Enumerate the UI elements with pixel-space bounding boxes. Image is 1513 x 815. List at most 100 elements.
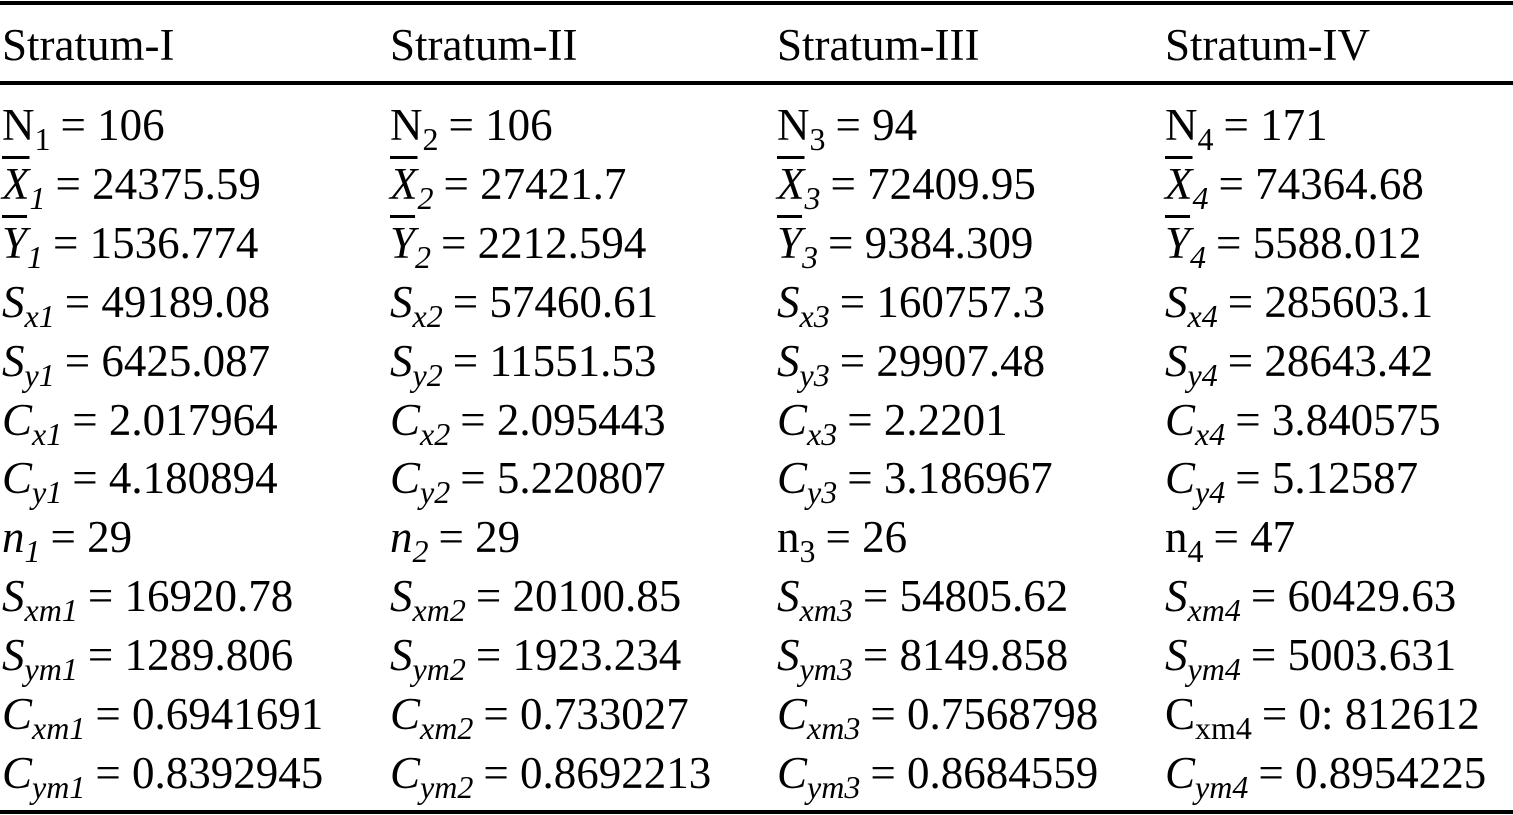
value: = 94 — [835, 100, 918, 150]
value: = 160757.3 — [839, 276, 1046, 327]
table-cell: Sx4 = 285603.1 — [1165, 276, 1434, 334]
subscript: y4 — [1187, 356, 1218, 393]
table-cell: Cy2 = 5.220807 — [390, 453, 666, 511]
subscript: x1 — [32, 415, 63, 452]
symbol: C — [777, 689, 808, 739]
value: = 0.8692213 — [483, 747, 712, 798]
symbol: C — [2, 394, 33, 445]
table-cell: Sy4 = 28643.42 — [1165, 335, 1434, 393]
subscript: y3 — [799, 356, 830, 393]
table-cell: Sy1 = 6425.087 — [2, 335, 271, 393]
value: = 28643.42 — [1227, 335, 1434, 386]
table-cell: Cym4 = 0.8954225 — [1165, 747, 1486, 805]
symbol: S — [2, 335, 25, 386]
symbol: S — [777, 571, 800, 622]
subscript: ym3 — [807, 768, 861, 805]
subscript: y2 — [412, 356, 443, 393]
subscript: xm2 — [412, 592, 466, 629]
subscript: ym4 — [1195, 768, 1249, 805]
subscript: 2 — [415, 238, 432, 275]
symbol: X — [390, 158, 418, 209]
value: = 285603.1 — [1227, 276, 1434, 327]
value: = 11551.53 — [452, 335, 657, 386]
value: = 2.2201 — [847, 394, 1008, 445]
symbol: n — [390, 512, 413, 563]
table-cell: Cy4 = 5.12587 — [1165, 453, 1418, 511]
table-cell: Sx2 = 57460.61 — [390, 276, 658, 334]
table-cell: Cxm4 = 0: 812612 — [1165, 689, 1480, 746]
symbol: C — [2, 689, 33, 739]
symbol: C — [2, 747, 33, 798]
symbol: X — [777, 158, 805, 209]
table-cell: N1 = 106 — [2, 100, 165, 157]
value: = 5003.631 — [1250, 630, 1457, 681]
symbol: n — [2, 512, 25, 563]
value: = 49189.08 — [64, 276, 271, 327]
subscript: 3 — [802, 238, 819, 275]
symbol: S — [390, 571, 413, 622]
bottom-rule — [0, 810, 1513, 814]
subscript: y2 — [420, 474, 451, 511]
symbol: X — [2, 158, 30, 209]
value: = 2.095443 — [460, 394, 666, 445]
value: = 26 — [825, 512, 908, 563]
subscript: 1 — [34, 121, 51, 157]
subscript: xm1 — [32, 710, 86, 746]
subscript: 3 — [804, 179, 821, 216]
subscript: 3 — [809, 121, 826, 157]
table-cell: Sym1 = 1289.806 — [2, 630, 294, 687]
symbol: n — [777, 512, 800, 563]
symbol: X — [1165, 158, 1193, 209]
column-header: Stratum-III — [777, 20, 980, 70]
table-cell: Sy3 = 29907.48 — [777, 336, 1045, 393]
subscript: 1 — [29, 179, 46, 216]
symbol: C — [1165, 747, 1196, 798]
value: = 0.8392945 — [95, 747, 324, 798]
symbol: S — [2, 571, 25, 622]
table-cell: X2 = 27421.7 — [390, 158, 627, 216]
column-header: Stratum-IV — [1165, 20, 1370, 70]
symbol: Y — [777, 217, 803, 268]
table-cell: n4 = 47 — [1165, 512, 1295, 569]
subscript: ym2 — [420, 768, 474, 805]
symbol: Y — [390, 217, 416, 268]
table-cell: Cym1 = 0.8392945 — [2, 747, 324, 805]
table-cell: N4 = 171 — [1165, 100, 1328, 157]
symbol: C — [777, 747, 808, 798]
table-cell: Cym3 = 0.8684559 — [777, 747, 1098, 805]
value: = 5588.012 — [1216, 217, 1422, 268]
symbol: N — [1165, 100, 1198, 150]
symbol: N — [777, 100, 810, 150]
table-cell: N3 = 94 — [777, 100, 918, 157]
subscript: ym3 — [799, 651, 853, 688]
table-cell: X4 = 74364.68 — [1165, 158, 1424, 216]
subscript: xm2 — [420, 710, 474, 746]
value: = 5.220807 — [460, 453, 666, 504]
value: = 2.017964 — [72, 394, 278, 445]
symbol: C — [777, 453, 808, 504]
table-cell: Y3 = 9384.309 — [777, 217, 1033, 275]
value: = 3.186967 — [847, 453, 1053, 504]
symbol: Y — [1165, 217, 1191, 268]
value: = 1289.806 — [87, 630, 294, 681]
column-header: Stratum-I — [2, 20, 175, 70]
value: = 106 — [60, 100, 165, 150]
table-cell: Cxm2 = 0.733027 — [390, 689, 689, 746]
table-cell: Sxm2 = 20100.85 — [390, 571, 681, 629]
table-cell: Y4 = 5588.012 — [1165, 217, 1422, 275]
value: = 6425.087 — [64, 335, 271, 386]
symbol: C — [2, 453, 33, 504]
table-cell: Sym3 = 8149.858 — [777, 630, 1068, 688]
subscript: y4 — [1195, 474, 1226, 511]
value: = 24375.59 — [55, 158, 261, 209]
subscript: 4 — [1192, 179, 1209, 216]
symbol: S — [390, 276, 413, 327]
subscript: 2 — [422, 121, 439, 157]
value: = 2212.594 — [441, 217, 647, 268]
table-cell: Cym2 = 0.8692213 — [390, 747, 712, 805]
value: = 27421.7 — [443, 158, 627, 209]
subscript: 3 — [799, 533, 816, 570]
value: = 72409.95 — [830, 158, 1036, 209]
table-cell: n1 = 29 — [2, 512, 132, 569]
subscript: y1 — [24, 356, 55, 393]
